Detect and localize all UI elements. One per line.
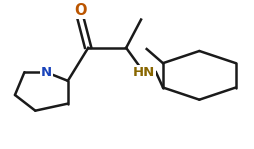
Text: O: O [73, 3, 86, 18]
Text: HN: HN [132, 66, 154, 79]
Text: N: N [40, 66, 52, 79]
